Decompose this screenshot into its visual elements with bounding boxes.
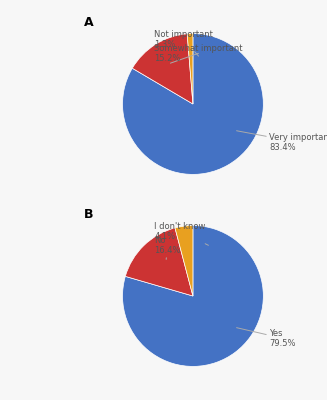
Wedge shape	[123, 34, 263, 174]
Text: Yes
79.5%: Yes 79.5%	[236, 328, 296, 348]
Text: Very important
83.4%: Very important 83.4%	[236, 131, 327, 152]
Text: B: B	[84, 208, 93, 221]
Wedge shape	[123, 226, 263, 366]
Wedge shape	[175, 226, 193, 296]
Wedge shape	[187, 34, 193, 104]
Text: No
16.4%: No 16.4%	[154, 236, 181, 259]
Text: Somewhat important
15.2%: Somewhat important 15.2%	[154, 44, 243, 63]
Wedge shape	[132, 34, 193, 104]
Text: I don't know
4.1%: I don't know 4.1%	[154, 222, 208, 245]
Wedge shape	[125, 228, 193, 296]
Text: Not important
1.3%: Not important 1.3%	[154, 30, 213, 56]
Text: A: A	[84, 16, 94, 29]
